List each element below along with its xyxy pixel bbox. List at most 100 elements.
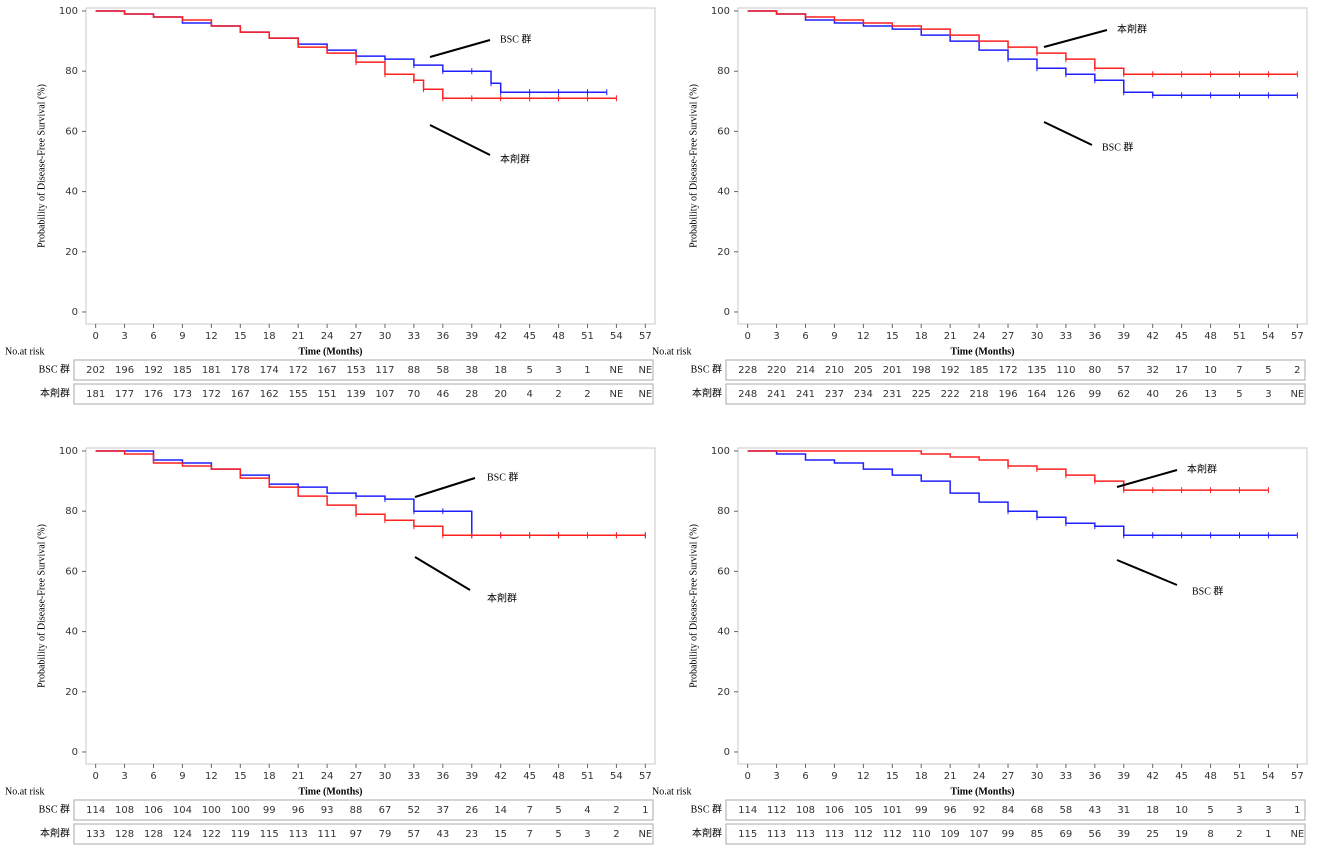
risk-count: 220 bbox=[767, 365, 786, 376]
x-tick-label: 9 bbox=[831, 771, 837, 782]
risk-count: 57 bbox=[408, 829, 421, 840]
risk-count: 241 bbox=[767, 389, 786, 400]
survival-curve bbox=[747, 10, 1298, 97]
risk-count: 234 bbox=[854, 389, 873, 400]
risk-count: 7 bbox=[1236, 365, 1242, 376]
risk-count: 3 bbox=[1265, 389, 1271, 400]
x-tick-label: 30 bbox=[379, 331, 392, 342]
x-tick-label: 48 bbox=[552, 331, 565, 342]
risk-count: 99 bbox=[1002, 829, 1015, 840]
x-tick-label: 12 bbox=[205, 771, 218, 782]
x-tick-label: 33 bbox=[408, 771, 421, 782]
risk-count: 117 bbox=[375, 365, 394, 376]
annotation: 本剤群 bbox=[487, 591, 517, 604]
risk-count: 202 bbox=[86, 365, 105, 376]
risk-count: 3 bbox=[1265, 805, 1271, 816]
risk-count: 10 bbox=[1204, 365, 1217, 376]
x-tick-label: 57 bbox=[639, 331, 652, 342]
risk-count: 3 bbox=[1236, 805, 1242, 816]
x-tick-label: 54 bbox=[610, 771, 623, 782]
risk-count: 43 bbox=[1088, 805, 1101, 816]
risk-count: 23 bbox=[465, 829, 478, 840]
x-tick-label: 54 bbox=[1262, 331, 1275, 342]
risk-count: 3 bbox=[584, 829, 590, 840]
risk-count: 97 bbox=[350, 829, 363, 840]
risk-count: 178 bbox=[231, 365, 250, 376]
risk-count: NE bbox=[638, 365, 652, 376]
risk-count: 2 bbox=[1294, 365, 1300, 376]
risk-count: 15 bbox=[494, 829, 507, 840]
risk-count: 31 bbox=[1117, 805, 1130, 816]
risk-count: 174 bbox=[260, 365, 279, 376]
risk-count: 108 bbox=[115, 805, 134, 816]
annotation: 本剤群 bbox=[500, 152, 530, 165]
y-tick-label: 80 bbox=[717, 506, 730, 517]
risk-count: 32 bbox=[1146, 365, 1159, 376]
risk-count: 18 bbox=[1146, 805, 1159, 816]
x-tick-label: 36 bbox=[1088, 771, 1101, 782]
risk-count: 109 bbox=[941, 829, 960, 840]
risk-count: 99 bbox=[263, 805, 276, 816]
y-tick-label: 100 bbox=[711, 446, 730, 457]
x-tick-label: 33 bbox=[408, 331, 421, 342]
risk-count: 181 bbox=[202, 365, 221, 376]
x-tick-label: 0 bbox=[744, 771, 750, 782]
survival-curve bbox=[747, 10, 1298, 75]
risk-count: 210 bbox=[825, 365, 844, 376]
risk-count: 7 bbox=[526, 829, 532, 840]
x-axis-label: Time (Months) bbox=[951, 786, 1015, 797]
x-tick-label: 9 bbox=[179, 771, 185, 782]
survival-curve bbox=[95, 450, 646, 537]
y-axis-label: Probability of Disease-Free Survival (%) bbox=[36, 524, 47, 688]
risk-count: 2 bbox=[1236, 829, 1242, 840]
x-tick-label: 57 bbox=[639, 771, 652, 782]
x-tick-label: 21 bbox=[292, 771, 305, 782]
x-tick-label: 18 bbox=[915, 331, 928, 342]
risk-count: 99 bbox=[915, 805, 928, 816]
risk-count: 62 bbox=[1117, 389, 1130, 400]
risk-count: 67 bbox=[379, 805, 392, 816]
risk-count: 135 bbox=[1027, 365, 1046, 376]
risk-row-box bbox=[73, 823, 654, 845]
risk-count: 185 bbox=[173, 365, 192, 376]
risk-count: 13 bbox=[1204, 389, 1217, 400]
risk-count: 192 bbox=[941, 365, 960, 376]
x-tick-label: 27 bbox=[350, 771, 363, 782]
risk-row-label: BSC 群 bbox=[691, 362, 722, 375]
y-tick-label: 60 bbox=[65, 566, 78, 577]
risk-count: 106 bbox=[825, 805, 844, 816]
risk-count: 1 bbox=[584, 365, 590, 376]
risk-count: 1 bbox=[1294, 805, 1300, 816]
x-tick-label: 45 bbox=[523, 331, 536, 342]
risk-count: 114 bbox=[738, 805, 757, 816]
x-tick-label: 15 bbox=[886, 771, 899, 782]
risk-count: 228 bbox=[738, 365, 757, 376]
y-tick-label: 80 bbox=[65, 506, 78, 517]
x-tick-label: 3 bbox=[121, 771, 127, 782]
y-tick-label: 40 bbox=[717, 187, 730, 198]
risk-count: 153 bbox=[346, 365, 365, 376]
risk-count: 107 bbox=[970, 829, 989, 840]
x-tick-label: 18 bbox=[915, 771, 928, 782]
risk-count: 115 bbox=[260, 829, 279, 840]
risk-count: 177 bbox=[115, 389, 134, 400]
y-tick-label: 0 bbox=[724, 307, 730, 318]
risk-count: 110 bbox=[1056, 365, 1075, 376]
risk-count: 92 bbox=[973, 805, 986, 816]
y-tick-label: 40 bbox=[717, 627, 730, 638]
y-tick-label: 20 bbox=[717, 687, 730, 698]
x-axis-label: Time (Months) bbox=[299, 786, 363, 797]
y-axis-label: Probability of Disease-Free Survival (%) bbox=[688, 84, 699, 248]
risk-count: 104 bbox=[173, 805, 192, 816]
y-tick-label: 0 bbox=[724, 747, 730, 758]
risk-count: 25 bbox=[1146, 829, 1159, 840]
risk-count: 5 bbox=[1265, 365, 1271, 376]
risk-count: 5 bbox=[526, 365, 532, 376]
risk-row-label: 本剤群 bbox=[692, 386, 722, 399]
x-tick-label: 30 bbox=[379, 771, 392, 782]
risk-count: 155 bbox=[289, 389, 308, 400]
annotation-pointer bbox=[1116, 559, 1178, 586]
x-tick-label: 12 bbox=[857, 771, 870, 782]
x-tick-label: 15 bbox=[234, 771, 247, 782]
